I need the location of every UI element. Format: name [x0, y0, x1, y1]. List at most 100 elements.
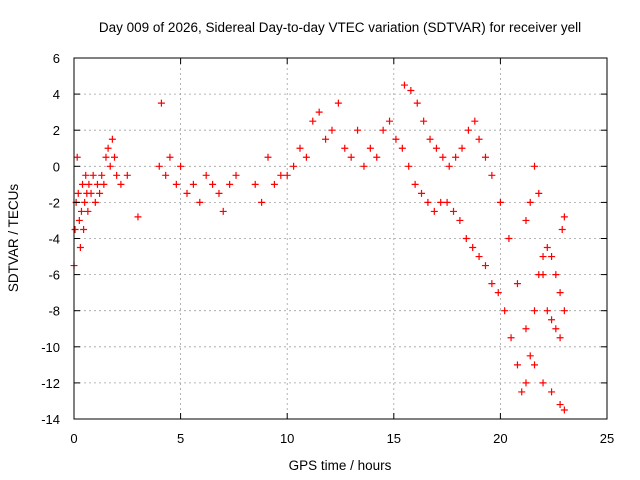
data-point: [270, 180, 278, 188]
data-point: [123, 171, 131, 179]
data-point: [283, 171, 291, 179]
data-point: [162, 171, 170, 179]
data-point: [513, 280, 521, 288]
data-point: [76, 244, 84, 252]
data-point: [113, 171, 121, 179]
data-point: [430, 207, 438, 215]
data-point: [526, 352, 534, 360]
y-tick-label: 2: [53, 123, 60, 138]
data-point: [405, 162, 413, 170]
data-point: [166, 153, 174, 161]
data-point: [556, 289, 564, 297]
data-point: [560, 213, 568, 221]
data-point: [80, 225, 88, 233]
data-point: [104, 144, 112, 152]
data-point: [445, 162, 453, 170]
data-point: [302, 153, 310, 161]
data-point: [84, 207, 92, 215]
data-point: [535, 189, 543, 197]
data-point: [456, 216, 464, 224]
data-point: [543, 244, 551, 252]
data-point: [77, 207, 85, 215]
data-point: [522, 216, 530, 224]
data-point: [449, 207, 457, 215]
y-tick-label: -6: [48, 268, 60, 283]
data-point: [251, 180, 259, 188]
data-point: [518, 388, 526, 396]
data-point: [475, 135, 483, 143]
y-tick-label: -4: [48, 232, 60, 247]
y-tick-label: -14: [41, 412, 60, 427]
data-point: [219, 207, 227, 215]
data-point: [341, 144, 349, 152]
data-point: [398, 144, 406, 152]
data-point: [373, 153, 381, 161]
data-point: [102, 153, 110, 161]
data-point: [488, 171, 496, 179]
data-point: [543, 307, 551, 315]
data-point: [71, 225, 79, 233]
data-point: [87, 189, 95, 197]
data-point: [79, 180, 87, 188]
x-tick-label: 20: [493, 431, 507, 446]
y-tick-label: -10: [41, 340, 60, 355]
data-point: [232, 171, 240, 179]
data-point: [172, 180, 180, 188]
data-point: [81, 198, 89, 206]
data-point: [111, 153, 119, 161]
data-point: [488, 280, 496, 288]
x-tick-label: 0: [70, 431, 77, 446]
data-point: [258, 198, 266, 206]
data-point: [91, 198, 99, 206]
x-tick-label: 10: [280, 431, 294, 446]
x-tick-label: 25: [600, 431, 614, 446]
data-point: [560, 307, 568, 315]
chart-title: Day 009 of 2026, Sidereal Day-to-day VTE…: [99, 20, 581, 35]
data-point: [558, 225, 566, 233]
data-point: [108, 135, 116, 143]
data-point: [539, 379, 547, 387]
data-point: [443, 198, 451, 206]
data-point: [501, 307, 509, 315]
data-point: [526, 198, 534, 206]
data-point: [552, 325, 560, 333]
data-point: [464, 126, 472, 134]
series-2: [522, 162, 568, 342]
data-point: [315, 108, 323, 116]
grid-lines: [74, 58, 607, 419]
data-point: [82, 171, 90, 179]
data-point: [418, 189, 426, 197]
y-tick-label: -2: [48, 195, 60, 210]
data-point: [513, 361, 521, 369]
data-point: [439, 153, 447, 161]
data-point: [400, 81, 408, 89]
data-point: [347, 153, 355, 161]
data-point: [322, 135, 330, 143]
data-point: [531, 162, 539, 170]
data-point: [411, 180, 419, 188]
data-point: [296, 144, 304, 152]
data-point: [379, 126, 387, 134]
data-point: [507, 334, 515, 342]
data-point: [75, 216, 83, 224]
data-point: [458, 144, 466, 152]
data-point: [117, 180, 125, 188]
data-point: [366, 144, 374, 152]
data-point: [264, 153, 272, 161]
x-axis-label: GPS time / hours: [289, 458, 392, 473]
data-point: [89, 171, 97, 179]
data-point: [496, 198, 504, 206]
data-point: [209, 180, 217, 188]
data-point: [539, 271, 547, 279]
data-point: [481, 153, 489, 161]
data-point: [452, 153, 460, 161]
data-point: [471, 117, 479, 125]
data-point: [134, 213, 142, 221]
data-point: [505, 235, 513, 242]
data-point: [494, 289, 502, 297]
data-point: [481, 262, 489, 270]
data-point: [548, 316, 556, 324]
data-point: [560, 406, 568, 414]
